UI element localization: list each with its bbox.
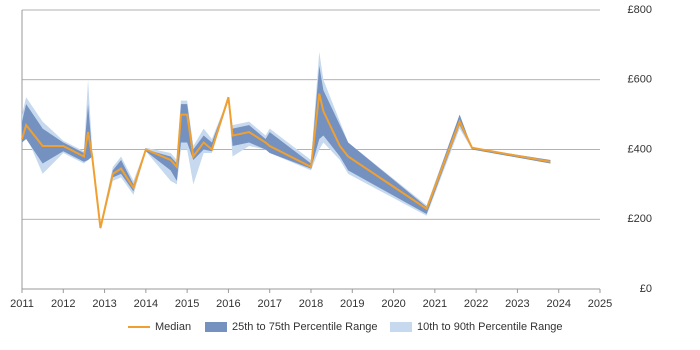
range-band bbox=[22, 51, 551, 230]
x-tick-label: 2013 bbox=[92, 298, 116, 310]
x-tick-label: 2016 bbox=[216, 298, 240, 310]
legend-label: 10th to 90th Percentile Range bbox=[417, 321, 563, 333]
x-tick-label: 2015 bbox=[175, 298, 199, 310]
y-tick-label: £600 bbox=[628, 74, 652, 86]
legend-label: 25th to 75th Percentile Range bbox=[232, 321, 378, 333]
x-tick-label: 2018 bbox=[299, 298, 323, 310]
x-tick-label: 2020 bbox=[381, 298, 405, 310]
y-tick-label: £200 bbox=[628, 213, 652, 225]
legend-swatch bbox=[205, 322, 227, 332]
x-tick-label: 2023 bbox=[505, 298, 529, 310]
x-tick-label: 2014 bbox=[134, 298, 158, 310]
x-tick-label: 2021 bbox=[423, 298, 447, 310]
x-tick-label: 2019 bbox=[340, 298, 364, 310]
y-tick-label: £0 bbox=[640, 283, 652, 295]
x-tick-label: 2024 bbox=[546, 298, 570, 310]
x-tick-label: 2011 bbox=[10, 298, 34, 310]
x-tick-label: 2017 bbox=[257, 298, 281, 310]
y-tick-label: £800 bbox=[628, 4, 652, 16]
range-band bbox=[22, 65, 551, 228]
x-tick-label: 2025 bbox=[588, 298, 612, 310]
y-tick-label: £400 bbox=[628, 143, 652, 155]
x-tick-label: 2012 bbox=[51, 298, 75, 310]
median-line bbox=[21, 93, 551, 229]
legend-swatch bbox=[390, 322, 412, 332]
legend-label: Median bbox=[155, 321, 191, 333]
x-tick-label: 2022 bbox=[464, 298, 488, 310]
